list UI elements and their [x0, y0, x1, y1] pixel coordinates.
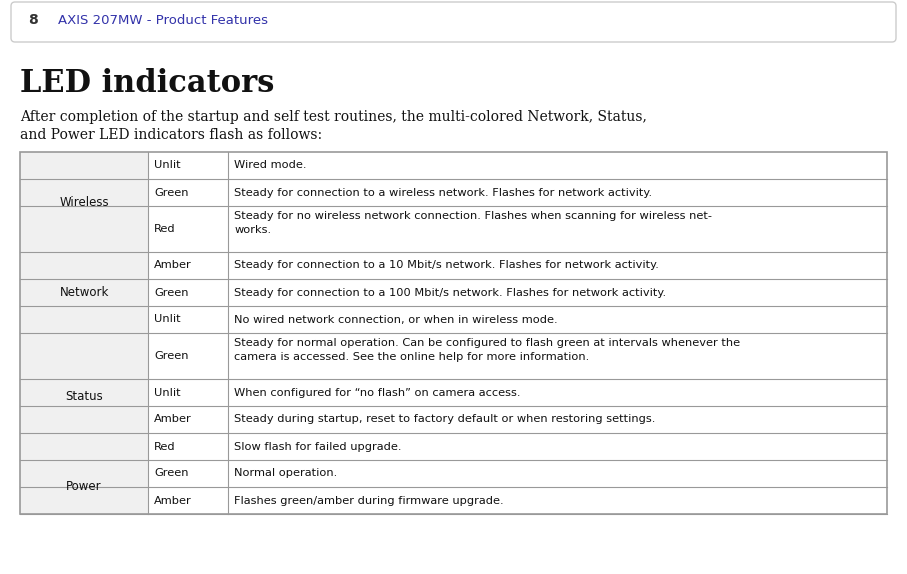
Text: Steady for connection to a wireless network. Flashes for network activity.: Steady for connection to a wireless netw…: [234, 188, 652, 197]
Bar: [20, 333, 149, 460]
Text: Power: Power: [66, 480, 102, 494]
Text: Steady for normal operation. Can be configured to flash green at intervals whene: Steady for normal operation. Can be conf…: [234, 338, 740, 362]
Text: Normal operation.: Normal operation.: [234, 468, 337, 479]
Text: Green: Green: [154, 351, 189, 361]
Text: Steady for no wireless network connection. Flashes when scanning for wireless ne: Steady for no wireless network connectio…: [234, 211, 712, 235]
Text: When configured for “no flash” on camera access.: When configured for “no flash” on camera…: [234, 387, 521, 398]
Text: AXIS 207MW - Product Features: AXIS 207MW - Product Features: [58, 14, 268, 26]
Text: Green: Green: [154, 288, 189, 297]
Text: Amber: Amber: [154, 414, 192, 425]
Text: Steady during startup, reset to factory default or when restoring settings.: Steady during startup, reset to factory …: [234, 414, 656, 425]
Bar: [20, 152, 887, 514]
Text: 8: 8: [28, 13, 38, 27]
Text: Unlit: Unlit: [154, 161, 180, 170]
Text: Unlit: Unlit: [154, 387, 180, 398]
Text: Red: Red: [154, 441, 176, 452]
Text: Steady for connection to a 100 Mbit/s network. Flashes for network activity.: Steady for connection to a 100 Mbit/s ne…: [234, 288, 667, 297]
Text: Unlit: Unlit: [154, 315, 180, 324]
Text: Wired mode.: Wired mode.: [234, 161, 307, 170]
Text: No wired network connection, or when in wireless mode.: No wired network connection, or when in …: [234, 315, 558, 324]
Text: and Power LED indicators flash as follows:: and Power LED indicators flash as follow…: [20, 128, 322, 142]
Text: Flashes green/amber during firmware upgrade.: Flashes green/amber during firmware upgr…: [234, 495, 503, 506]
Text: Green: Green: [154, 188, 189, 197]
Text: Network: Network: [60, 286, 109, 299]
Bar: [20, 252, 149, 333]
Text: Amber: Amber: [154, 495, 192, 506]
Text: Red: Red: [154, 224, 176, 234]
Text: LED indicators: LED indicators: [20, 68, 275, 99]
Text: Steady for connection to a 10 Mbit/s network. Flashes for network activity.: Steady for connection to a 10 Mbit/s net…: [234, 261, 659, 270]
Text: Status: Status: [65, 390, 103, 403]
Text: Green: Green: [154, 468, 189, 479]
Text: Slow flash for failed upgrade.: Slow flash for failed upgrade.: [234, 441, 402, 452]
Bar: [20, 152, 149, 252]
FancyBboxPatch shape: [11, 2, 896, 42]
Bar: [20, 460, 149, 514]
Text: Amber: Amber: [154, 261, 192, 270]
Text: After completion of the startup and self test routines, the multi-colored Networ: After completion of the startup and self…: [20, 110, 647, 124]
Text: Wireless: Wireless: [59, 196, 109, 208]
